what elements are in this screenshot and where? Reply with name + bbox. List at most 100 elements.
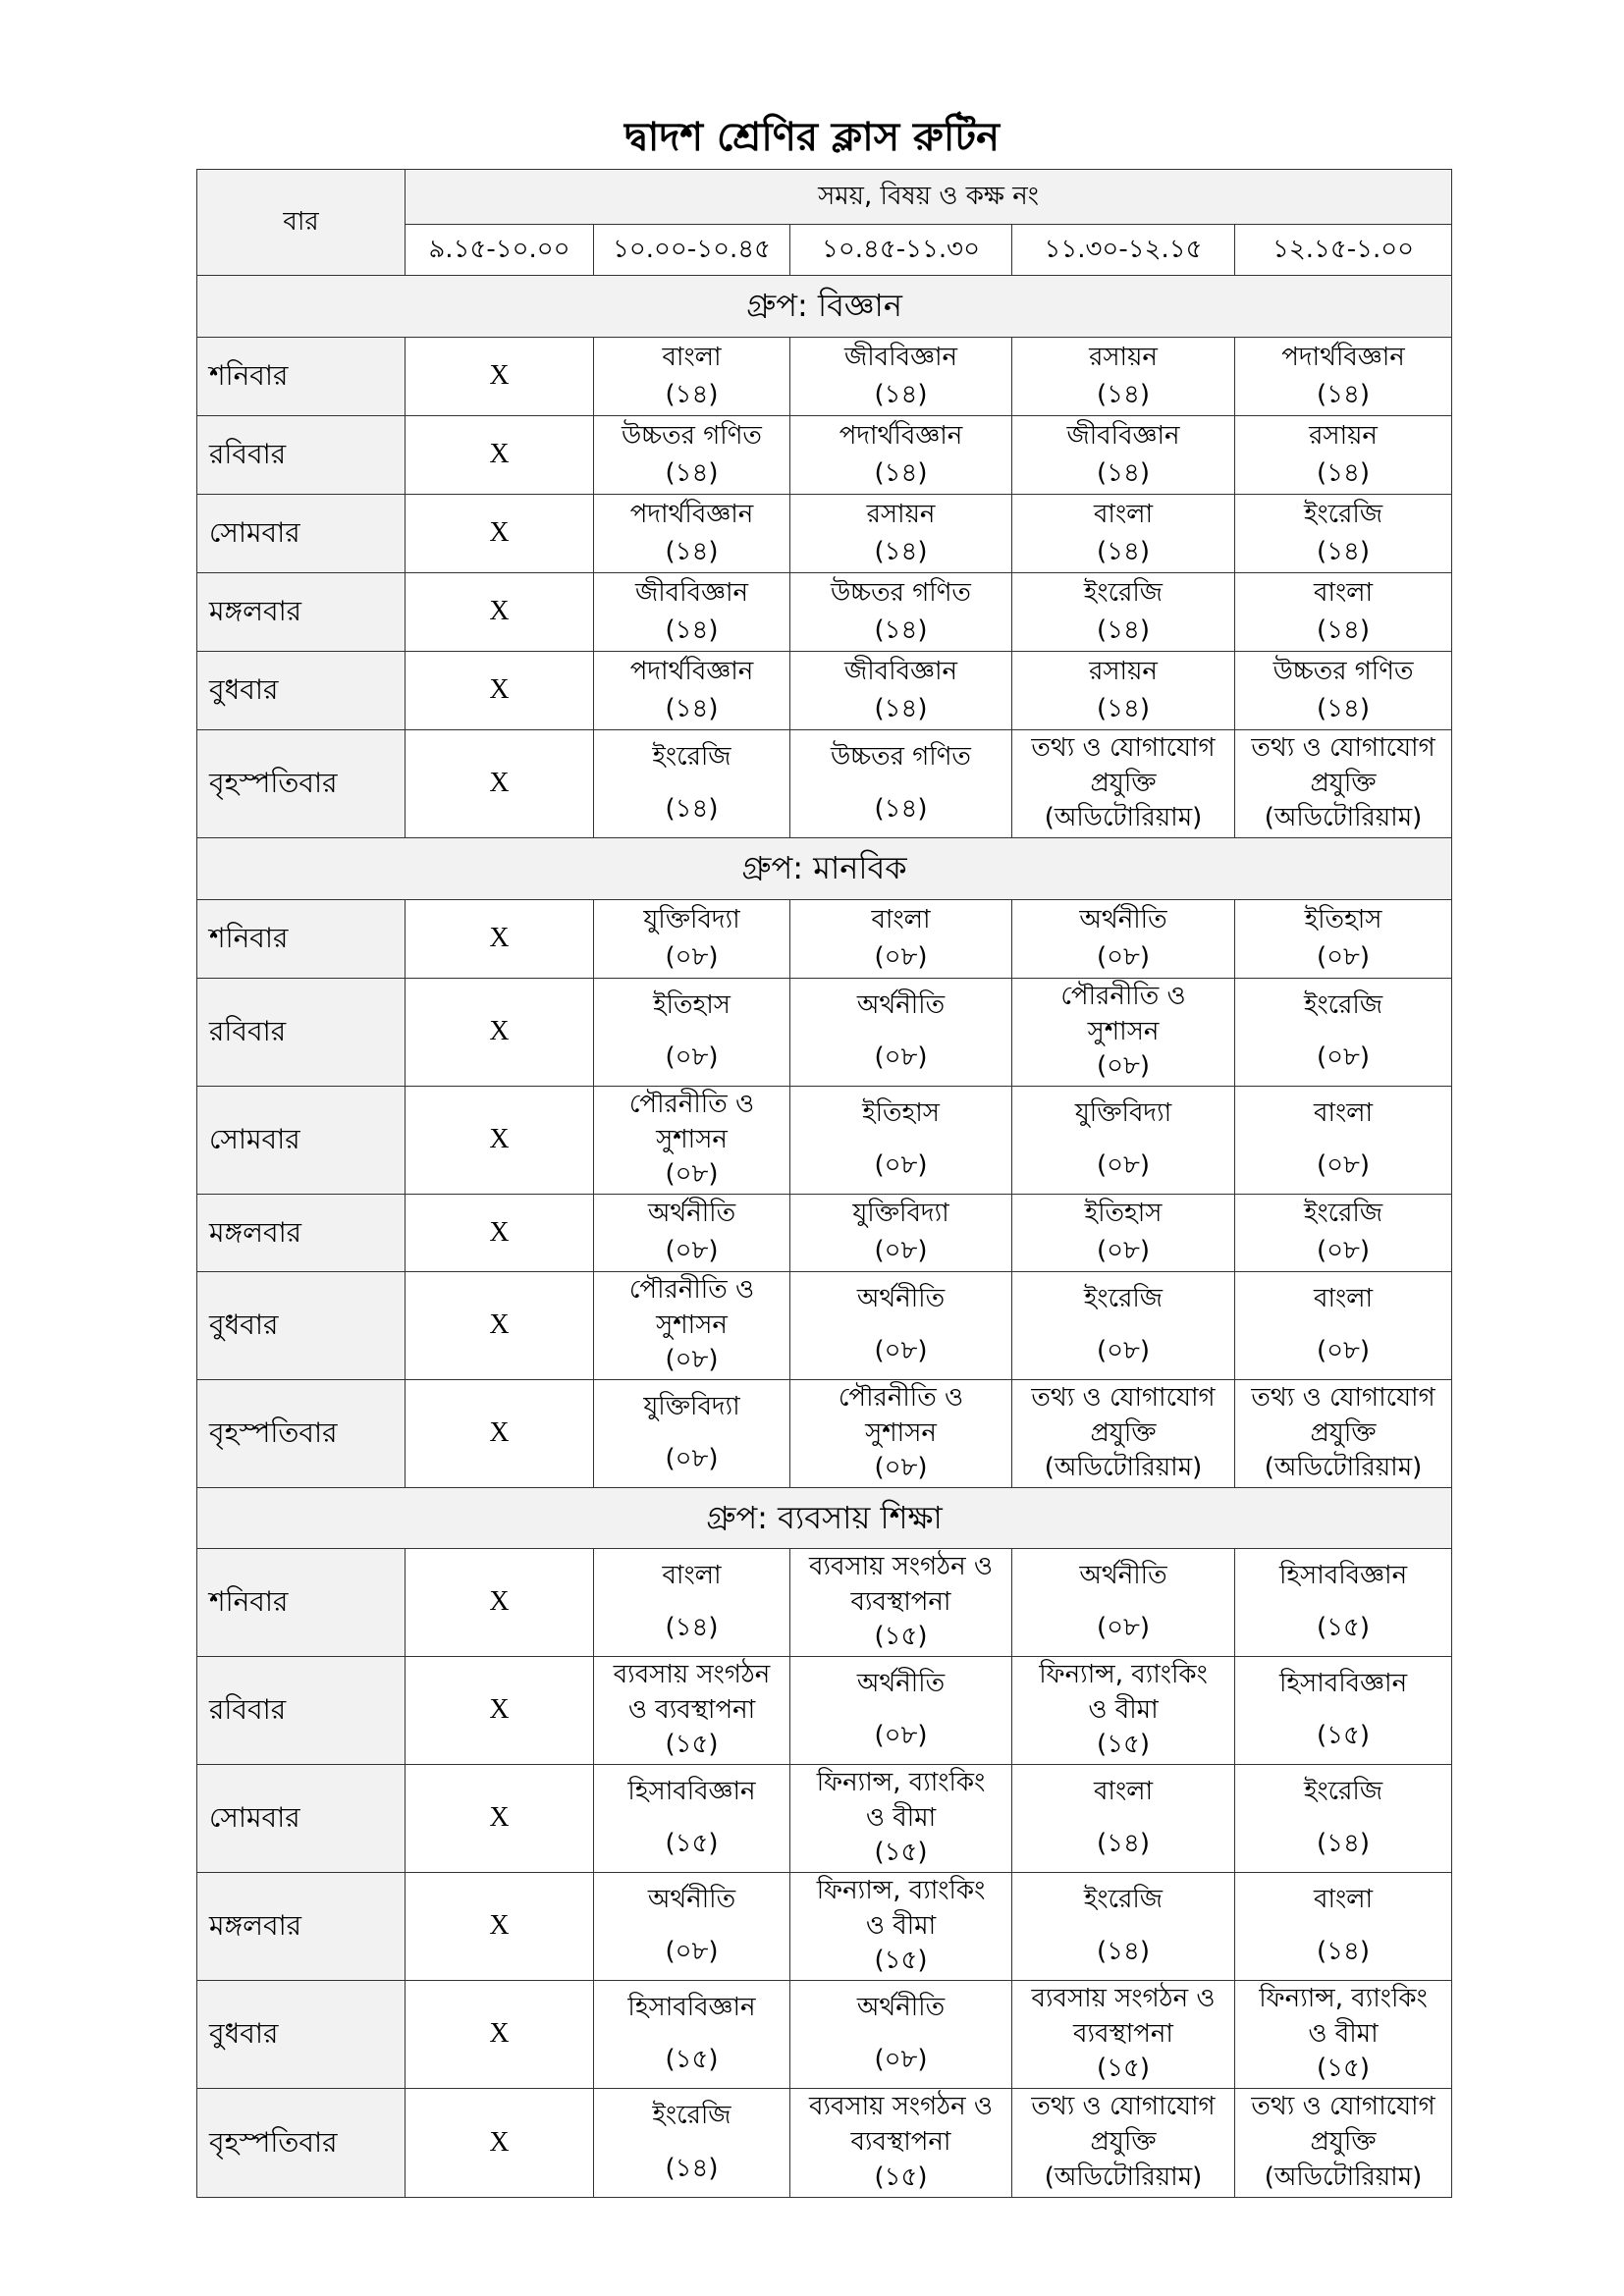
subject-name: প্রযুক্তি [1310, 1417, 1377, 1448]
subject-name: সুশাসন [656, 1309, 728, 1340]
room-number: (০৮) [1096, 1613, 1151, 1643]
table-row: বুধবার X পদার্থবিজ্ঞান (১৪) জীববিজ্ঞান (১৪) রস… [196, 651, 1453, 730]
class-cell: উচ্চতর গণিত (১৪) [593, 415, 790, 495]
subject-name: অর্থনীতি [856, 1284, 946, 1314]
room-number: (০৮) [665, 1444, 719, 1474]
room-number: (১৫) [665, 2045, 719, 2075]
room-number: (০৮) [665, 1235, 719, 1265]
day-column-header: বার [196, 169, 406, 276]
x-mark: X [489, 768, 510, 799]
room-number: (১৪) [874, 536, 928, 566]
subject-name: প্রযুক্তি [1090, 768, 1157, 798]
subject-name: জীববিজ্ঞান [634, 577, 749, 608]
class-cell: রসায়ন (১৪) [1011, 651, 1235, 730]
room-number: (১৫) [665, 1729, 719, 1759]
x-mark: X [489, 923, 510, 954]
class-cell: উচ্চতর গণিত (১৪) [1233, 651, 1453, 730]
class-cell: ইংরেজি (১৪) [593, 2088, 790, 2198]
class-cell: হিসাববিজ্ঞান (১৫) [1233, 1656, 1453, 1765]
class-cell: অর্থনীতি (০৮) [789, 1271, 1012, 1380]
subject-name: হিসাববিজ্ঞান [1278, 1561, 1408, 1591]
table-row: মঙ্গলবার X অর্থনীতি (০৮) ফিন্যান্স, ব্যাংকিং… [196, 1872, 1453, 1981]
empty-slot-cell: X [405, 2088, 594, 2198]
day-cell: বৃহস্পতিবার [196, 2088, 406, 2198]
x-mark: X [489, 360, 510, 392]
subject-name: অর্থনীতি [856, 990, 946, 1021]
class-cell: তথ্য ও যোগাযোগ প্রযুক্তি (অডিটোরিয়াম) [1011, 2088, 1235, 2198]
subject-name: রসায়ন [1089, 656, 1158, 686]
room-number: (০৮) [874, 1721, 928, 1751]
subject-name: হিসাববিজ্ঞান [627, 1993, 756, 2023]
subject-name: ইতিহাস [862, 1098, 940, 1129]
subject-name: ইংরেজি [1083, 1284, 1164, 1314]
subject-name: অর্থনীতি [1079, 904, 1167, 934]
class-cell: ফিন্যান্স, ব্যাংকিং ও বীমা (১৫) [789, 1872, 1012, 1981]
room-number: (১৪) [874, 693, 928, 723]
subject-name: ইংরেজি [652, 2101, 731, 2131]
class-cell: ইতিহাস (০৮) [593, 978, 790, 1087]
class-cell: উচ্চতর গণিত (১৪) [789, 729, 1012, 838]
class-cell: ইংরেজি (০৮) [1011, 1271, 1235, 1380]
subject-name: যুক্তিবিদ্যা [643, 904, 740, 934]
subject-name: তথ্য ও যোগাযোগ [1031, 2092, 1216, 2122]
subject-name: অর্থনীতি [647, 1199, 736, 1229]
empty-slot-cell: X [405, 1764, 594, 1873]
class-cell: হিসাববিজ্ঞান (১৫) [1233, 1548, 1453, 1657]
room-number: (অডিটোরিয়াম) [1044, 802, 1203, 832]
subject-name: ইতিহাস [1304, 904, 1382, 934]
class-cell: ইংরেজি (১৪) [1233, 1764, 1453, 1873]
time-subject-room-header: সময়, বিষয় ও কক্ষ নং [404, 169, 1453, 225]
class-cell: অর্থনীতি (০৮) [1011, 899, 1235, 979]
class-cell: ইংরেজি (১৪) [593, 729, 790, 838]
subject-name: ব্যবসায় সংগঠন ও [808, 1552, 993, 1582]
x-mark: X [489, 2126, 510, 2158]
class-cell: ইংরেজি (০৮) [1233, 978, 1453, 1087]
class-cell: পদার্থবিজ্ঞান (১৪) [593, 494, 790, 573]
class-cell: উচ্চতর গণিত (১৪) [789, 572, 1012, 652]
day-cell: বুধবার [196, 651, 406, 730]
subject-name: ফিন্যান্স, ব্যাংকিং [816, 1876, 986, 1906]
day-cell: শনিবার [196, 337, 406, 416]
subject-name: সুশাসন [1087, 1016, 1160, 1046]
x-mark: X [489, 674, 510, 706]
class-cell: ব্যবসায় সংগঠন ও ব্যবস্থাপনা (১৫) [789, 2088, 1012, 2198]
subject-name: সুশাসন [656, 1124, 728, 1154]
class-cell: ইংরেজি (০৮) [1233, 1194, 1453, 1272]
class-cell: পৌরনীতি ও সুশাসন (০৮) [593, 1086, 790, 1195]
class-cell: যুক্তিবিদ্যা (০৮) [593, 899, 790, 979]
room-number: (০৮) [665, 1042, 719, 1073]
time-slot-header: ১০.৪৫-১১.৩০ [789, 224, 1012, 276]
subject-name: পৌরনীতি ও [628, 1275, 755, 1306]
class-cell: ইতিহাস (০৮) [1233, 899, 1453, 979]
empty-slot-cell: X [405, 415, 594, 495]
subject-name: ব্যবসায় সংগঠন ও [1031, 1984, 1216, 2014]
room-number: (১৪) [1317, 693, 1371, 723]
room-number: (১৪) [1317, 1829, 1371, 1859]
room-number: (০৮) [1316, 1150, 1371, 1181]
subject-name: উচ্চতর গণিত [1272, 656, 1414, 686]
class-cell: ফিন্যান্স, ব্যাংকিং ও বীমা (১৫) [1233, 1980, 1453, 2089]
subject-name: হিসাববিজ্ঞান [1278, 1669, 1408, 1699]
room-number: (১৪) [665, 536, 719, 566]
empty-slot-cell: X [405, 337, 594, 416]
x-mark: X [489, 1124, 510, 1155]
class-cell: যুক্তিবিদ্যা (০৮) [789, 1194, 1012, 1272]
day-cell: রবিবার [196, 978, 406, 1087]
room-number: (১৫) [1317, 1721, 1371, 1751]
subject-name: বাংলা [871, 904, 931, 934]
subject-name: বাংলা [662, 342, 722, 372]
subject-name: ইংরেজি [1083, 577, 1164, 608]
class-cell: ইংরেজি (১৪) [1011, 572, 1235, 652]
room-number: (০৮) [1096, 1336, 1151, 1366]
room-number: (০৮) [1096, 1235, 1151, 1265]
table-row: বৃহস্পতিবার X ইংরেজি (১৪) উচ্চতর গণিত (১৪) তথ্… [196, 729, 1453, 838]
subject-name: যুক্তিবিদ্যা [852, 1199, 949, 1229]
room-number: (১৪) [665, 614, 719, 645]
subject-name: তথ্য ও যোগাযোগ [1031, 1383, 1216, 1414]
room-number: (০৮) [874, 2045, 928, 2075]
room-number: (১৪) [1317, 614, 1371, 645]
subject-name: সুশাসন [865, 1417, 937, 1448]
empty-slot-cell: X [405, 978, 594, 1087]
room-number: (অডিটোরিয়াম) [1264, 1452, 1423, 1482]
subject-name: অর্থনীতি [856, 1669, 946, 1699]
